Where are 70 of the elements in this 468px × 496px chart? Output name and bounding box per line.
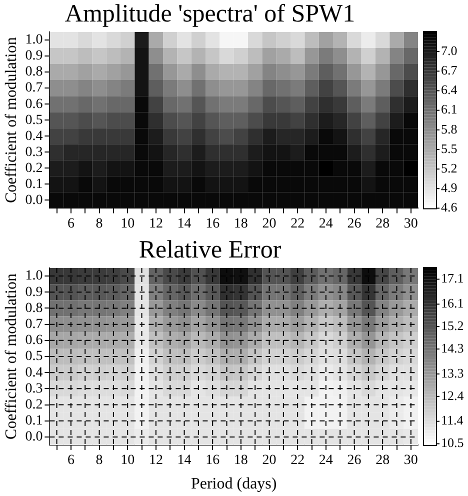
y-tick-label: 0.7 <box>25 316 43 332</box>
x-tick-label: 22 <box>290 216 305 232</box>
y-tick-label: 0.2 <box>25 397 43 412</box>
x-tick-label: 10 <box>120 216 135 232</box>
y-tick-label: 0.8 <box>25 64 43 80</box>
x-tick-label: 16 <box>206 216 220 232</box>
color-bar-label: 6.7 <box>441 62 458 78</box>
x-tick-label: 16 <box>206 453 220 468</box>
x-tick-label: 26 <box>347 216 362 232</box>
color-bar-label: 6.1 <box>441 102 458 117</box>
color-bar-label: 6.4 <box>441 82 458 98</box>
chart-title: Amplitude 'spectra' of SPW1 <box>64 0 356 28</box>
color-bar-label: 12.4 <box>441 388 464 403</box>
y-tick-label: 0.9 <box>25 284 43 300</box>
x-tick-label: 8 <box>96 453 103 468</box>
x-tick-label: 18 <box>234 453 248 468</box>
x-tick-label: 12 <box>148 453 163 468</box>
color-bar-label: 16.1 <box>441 296 464 311</box>
color-bar-label: 5.2 <box>441 160 458 176</box>
color-bar-label: 5.5 <box>441 140 458 156</box>
y-axis-title: Coefficient of modulation <box>2 37 20 204</box>
x-tick-label: 26 <box>347 453 362 468</box>
color-bar-label: 17.1 <box>441 270 464 286</box>
chart-title: Relative Error <box>138 236 282 264</box>
y-tick-label: 0.6 <box>25 333 43 348</box>
y-tick-label: 0.5 <box>25 349 43 364</box>
x-tick-label: 8 <box>96 216 103 232</box>
y-tick-label: 0.0 <box>25 192 43 208</box>
color-bar-label: 4.9 <box>441 180 458 196</box>
color-bar-label: 13.3 <box>441 365 464 380</box>
y-axis-title: Coefficient of modulation <box>2 274 20 440</box>
y-tick-label: 0.4 <box>25 128 43 144</box>
y-tick-label: 0.1 <box>25 176 43 192</box>
x-tick-label: 30 <box>404 216 418 232</box>
color-bar-label: 15.2 <box>441 318 464 334</box>
y-tick-label: 1.0 <box>25 268 43 284</box>
x-tick-label: 20 <box>262 216 276 232</box>
x-tick-label: 20 <box>262 453 276 468</box>
x-tick-label: 10 <box>120 453 135 468</box>
y-tick-label: 0.5 <box>25 112 43 128</box>
x-tick-label: 28 <box>376 453 390 468</box>
x-tick-label: 6 <box>67 453 74 468</box>
x-tick-label: 24 <box>318 453 333 468</box>
y-tick-label: 0.7 <box>25 80 43 96</box>
y-tick-label: 0.2 <box>25 160 43 176</box>
x-tick-label: 28 <box>376 216 390 232</box>
x-tick-label: 30 <box>404 453 418 468</box>
y-tick-label: 1.0 <box>25 32 43 48</box>
color-bar-label: 5.8 <box>441 121 458 136</box>
x-tick-label: 14 <box>177 453 192 468</box>
x-tick-label: 18 <box>234 216 248 232</box>
y-tick-label: 0.8 <box>25 300 43 316</box>
x-axis-title: Period (days) <box>190 476 277 493</box>
y-tick-label: 0.4 <box>25 365 43 380</box>
x-tick-label: 12 <box>148 216 163 232</box>
x-tick-label: 14 <box>177 216 192 232</box>
color-bar-label: 10.5 <box>441 435 464 450</box>
y-tick-label: 0.1 <box>25 414 43 429</box>
y-tick-label: 0.0 <box>25 430 43 445</box>
y-tick-label: 0.9 <box>25 48 43 64</box>
x-tick-label: 6 <box>67 216 74 232</box>
color-bar-label: 14.3 <box>441 340 464 356</box>
y-tick-label: 0.6 <box>25 96 43 112</box>
color-bar-label: 7.0 <box>441 43 458 58</box>
y-tick-label: 0.3 <box>25 381 43 396</box>
y-tick-label: 0.3 <box>25 144 43 160</box>
color-bar-label: 11.4 <box>441 412 464 428</box>
color-bar-label: 4.6 <box>441 200 458 215</box>
x-tick-label: 24 <box>318 216 333 232</box>
x-tick-label: 22 <box>290 453 305 468</box>
